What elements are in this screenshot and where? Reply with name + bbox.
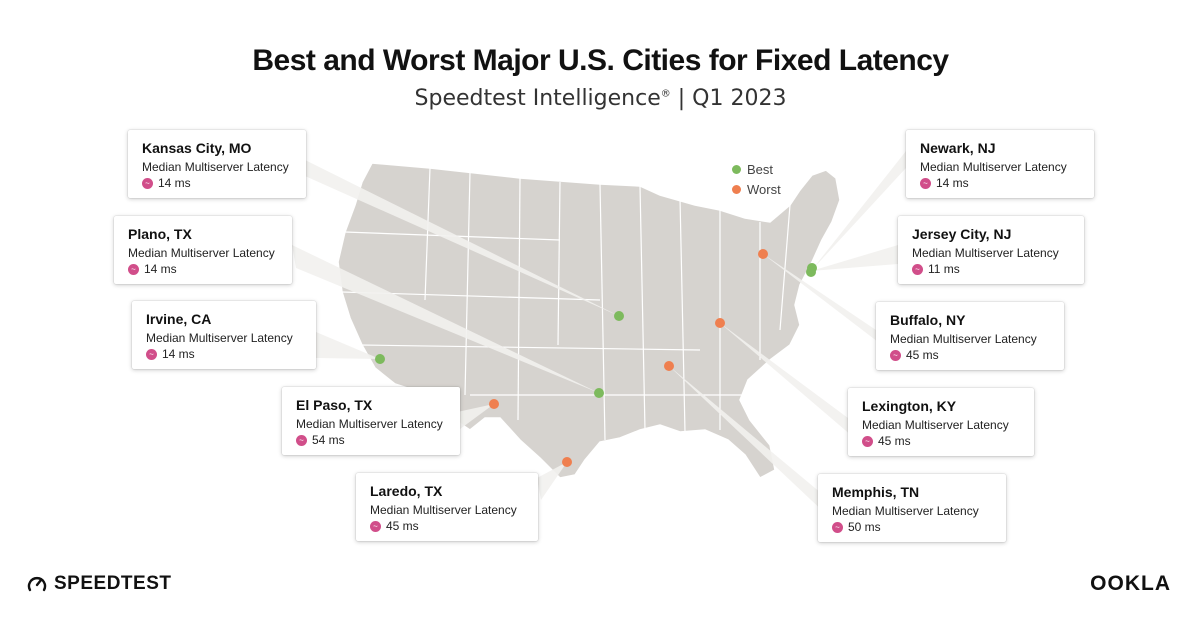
- metric-value: 14 ms: [158, 176, 191, 190]
- latency-icon: ~: [862, 435, 873, 447]
- marker-laredo: [562, 457, 572, 467]
- marker-plano: [594, 388, 604, 398]
- city-name: Kansas City, MO: [142, 140, 252, 156]
- metric-label: Median Multiserver Latency: [862, 418, 1009, 432]
- metric-label: Median Multiserver Latency: [832, 504, 979, 518]
- metric-value: 45 ms: [878, 434, 911, 448]
- latency-icon: ~: [920, 177, 931, 189]
- speedtest-wordmark: SPEEDTEST: [54, 573, 172, 594]
- marker-el-paso: [489, 399, 499, 409]
- metric-value: 14 ms: [144, 262, 177, 276]
- latency-icon: ~: [128, 263, 139, 275]
- metric-label: Median Multiserver Latency: [128, 246, 275, 260]
- latency-icon: ~: [146, 348, 157, 360]
- metric-value: 45 ms: [906, 348, 939, 362]
- marker-kansas-city: [614, 311, 624, 321]
- legend-worst-label: Worst: [747, 182, 781, 197]
- callout-laredo: Laredo, TX Median Multiserver Latency ~4…: [356, 473, 538, 541]
- metric-value: 14 ms: [162, 347, 195, 361]
- callout-jersey-city: Jersey City, NJ Median Multiserver Laten…: [898, 216, 1084, 284]
- city-name: Laredo, TX: [370, 483, 443, 499]
- callout-plano: Plano, TX Median Multiserver Latency ~14…: [114, 216, 292, 284]
- leader-lines: [285, 150, 906, 516]
- city-name: Plano, TX: [128, 226, 192, 242]
- city-name: Irvine, CA: [146, 311, 212, 327]
- legend-worst: Worst: [732, 182, 781, 197]
- speedtest-logo: SPEEDTEST: [26, 573, 171, 595]
- marker-buffalo: [758, 249, 768, 259]
- callout-buffalo: Buffalo, NY Median Multiserver Latency ~…: [876, 302, 1064, 370]
- callout-irvine: Irvine, CA Median Multiserver Latency ~1…: [132, 301, 316, 369]
- legend-worst-swatch: [732, 185, 741, 194]
- metric-label: Median Multiserver Latency: [370, 503, 517, 517]
- city-name: El Paso, TX: [296, 397, 373, 413]
- subtitle-period: | Q1 2023: [677, 86, 787, 111]
- callout-memphis: Memphis, TN Median Multiserver Latency ~…: [818, 474, 1006, 542]
- page-title: Best and Worst Major U.S. Cities for Fix…: [252, 44, 949, 77]
- marker-memphis: [664, 361, 674, 371]
- marker-lexington: [715, 318, 725, 328]
- state-borders: [341, 167, 791, 441]
- metric-value: 54 ms: [312, 433, 345, 447]
- metric-label: Median Multiserver Latency: [912, 246, 1059, 260]
- map-legend: Best Worst: [732, 162, 781, 202]
- ookla-logo: OOKLA: [1090, 572, 1171, 595]
- metric-label: Median Multiserver Latency: [296, 417, 443, 431]
- callout-kansas-city: Kansas City, MO Median Multiserver Laten…: [128, 130, 306, 198]
- marker-jersey-city: [806, 267, 816, 277]
- city-name: Memphis, TN: [832, 484, 920, 500]
- metric-value: 50 ms: [848, 520, 881, 534]
- metric-value: 45 ms: [386, 519, 419, 533]
- page-subtitle: Speedtest Intelligence® | Q1 2023: [0, 86, 1201, 111]
- city-name: Buffalo, NY: [890, 312, 966, 328]
- legend-best-label: Best: [747, 162, 774, 177]
- legend-best: Best: [732, 162, 781, 177]
- metric-value: 14 ms: [936, 176, 969, 190]
- speedometer-icon: [27, 577, 47, 592]
- metric-label: Median Multiserver Latency: [142, 160, 289, 174]
- metric-label: Median Multiserver Latency: [920, 160, 1067, 174]
- city-name: Newark, NJ: [920, 140, 996, 156]
- latency-icon: ~: [912, 263, 923, 275]
- metric-label: Median Multiserver Latency: [890, 332, 1037, 346]
- metric-value: 11 ms: [928, 262, 960, 276]
- latency-icon: ~: [890, 349, 901, 361]
- callout-newark: Newark, NJ Median Multiserver Latency ~1…: [906, 130, 1094, 198]
- latency-icon: ~: [296, 434, 307, 446]
- latency-icon: ~: [370, 520, 381, 532]
- subtitle-source: Speedtest Intelligence: [414, 86, 661, 111]
- latency-icon: ~: [832, 521, 843, 533]
- city-name: Jersey City, NJ: [912, 226, 1012, 242]
- metric-label: Median Multiserver Latency: [146, 331, 293, 345]
- city-name: Lexington, KY: [862, 398, 957, 414]
- callout-lexington: Lexington, KY Median Multiserver Latency…: [848, 388, 1034, 456]
- legend-best-swatch: [732, 165, 741, 174]
- latency-icon: ~: [142, 177, 153, 189]
- marker-irvine: [375, 354, 385, 364]
- callout-el-paso: El Paso, TX Median Multiserver Latency ~…: [282, 387, 460, 455]
- registered-mark: ®: [660, 88, 671, 100]
